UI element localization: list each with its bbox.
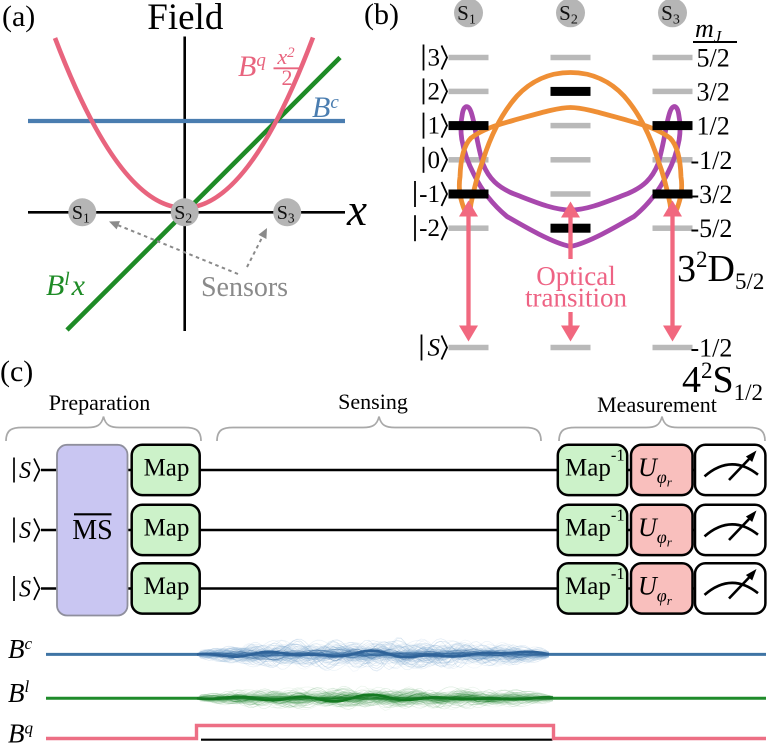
- svg-text:-2: -2: [419, 215, 440, 242]
- svg-text:5/2: 5/2: [697, 44, 730, 73]
- svg-text:-3/2: -3/2: [691, 180, 733, 209]
- svg-text:2: 2: [428, 78, 441, 105]
- svg-text:-5/2: -5/2: [691, 214, 733, 243]
- svg-text:Bl: Bl: [8, 677, 30, 708]
- svg-text:Optical: Optical: [536, 261, 615, 291]
- svg-text:3/2: 3/2: [697, 77, 730, 106]
- svg-text:Bc: Bc: [8, 634, 33, 664]
- svg-text:-1/2: -1/2: [691, 146, 733, 175]
- svg-text:MS: MS: [72, 515, 112, 546]
- svg-text:S: S: [19, 458, 31, 484]
- svg-text:Map: Map: [144, 514, 190, 541]
- svg-text:-1/2: -1/2: [691, 334, 733, 363]
- svg-text:Map: Map: [144, 454, 190, 481]
- svg-text:Measurement: Measurement: [597, 392, 717, 417]
- svg-text:Map: Map: [144, 573, 190, 600]
- svg-text:1: 1: [428, 113, 441, 140]
- svg-text:S: S: [428, 335, 441, 362]
- svg-text:transition: transition: [525, 283, 627, 313]
- svg-text:Field: Field: [147, 0, 224, 38]
- svg-text:Sensors: Sensors: [201, 272, 288, 303]
- svg-text:(a): (a): [2, 0, 35, 33]
- svg-text:42S1/2: 42S1/2: [682, 358, 763, 405]
- svg-text:S: S: [19, 518, 31, 544]
- svg-text:3: 3: [428, 45, 441, 72]
- svg-text:Sensing: Sensing: [338, 389, 408, 414]
- svg-text:1/2: 1/2: [697, 112, 730, 141]
- svg-text:S: S: [19, 577, 31, 603]
- svg-text:Preparation: Preparation: [49, 390, 150, 415]
- svg-text:0: 0: [428, 147, 441, 174]
- svg-text:2: 2: [282, 65, 293, 90]
- svg-text:(c): (c): [0, 355, 33, 388]
- svg-text:-1: -1: [419, 181, 440, 208]
- svg-text:x: x: [346, 185, 367, 235]
- svg-text:(b): (b): [364, 0, 399, 31]
